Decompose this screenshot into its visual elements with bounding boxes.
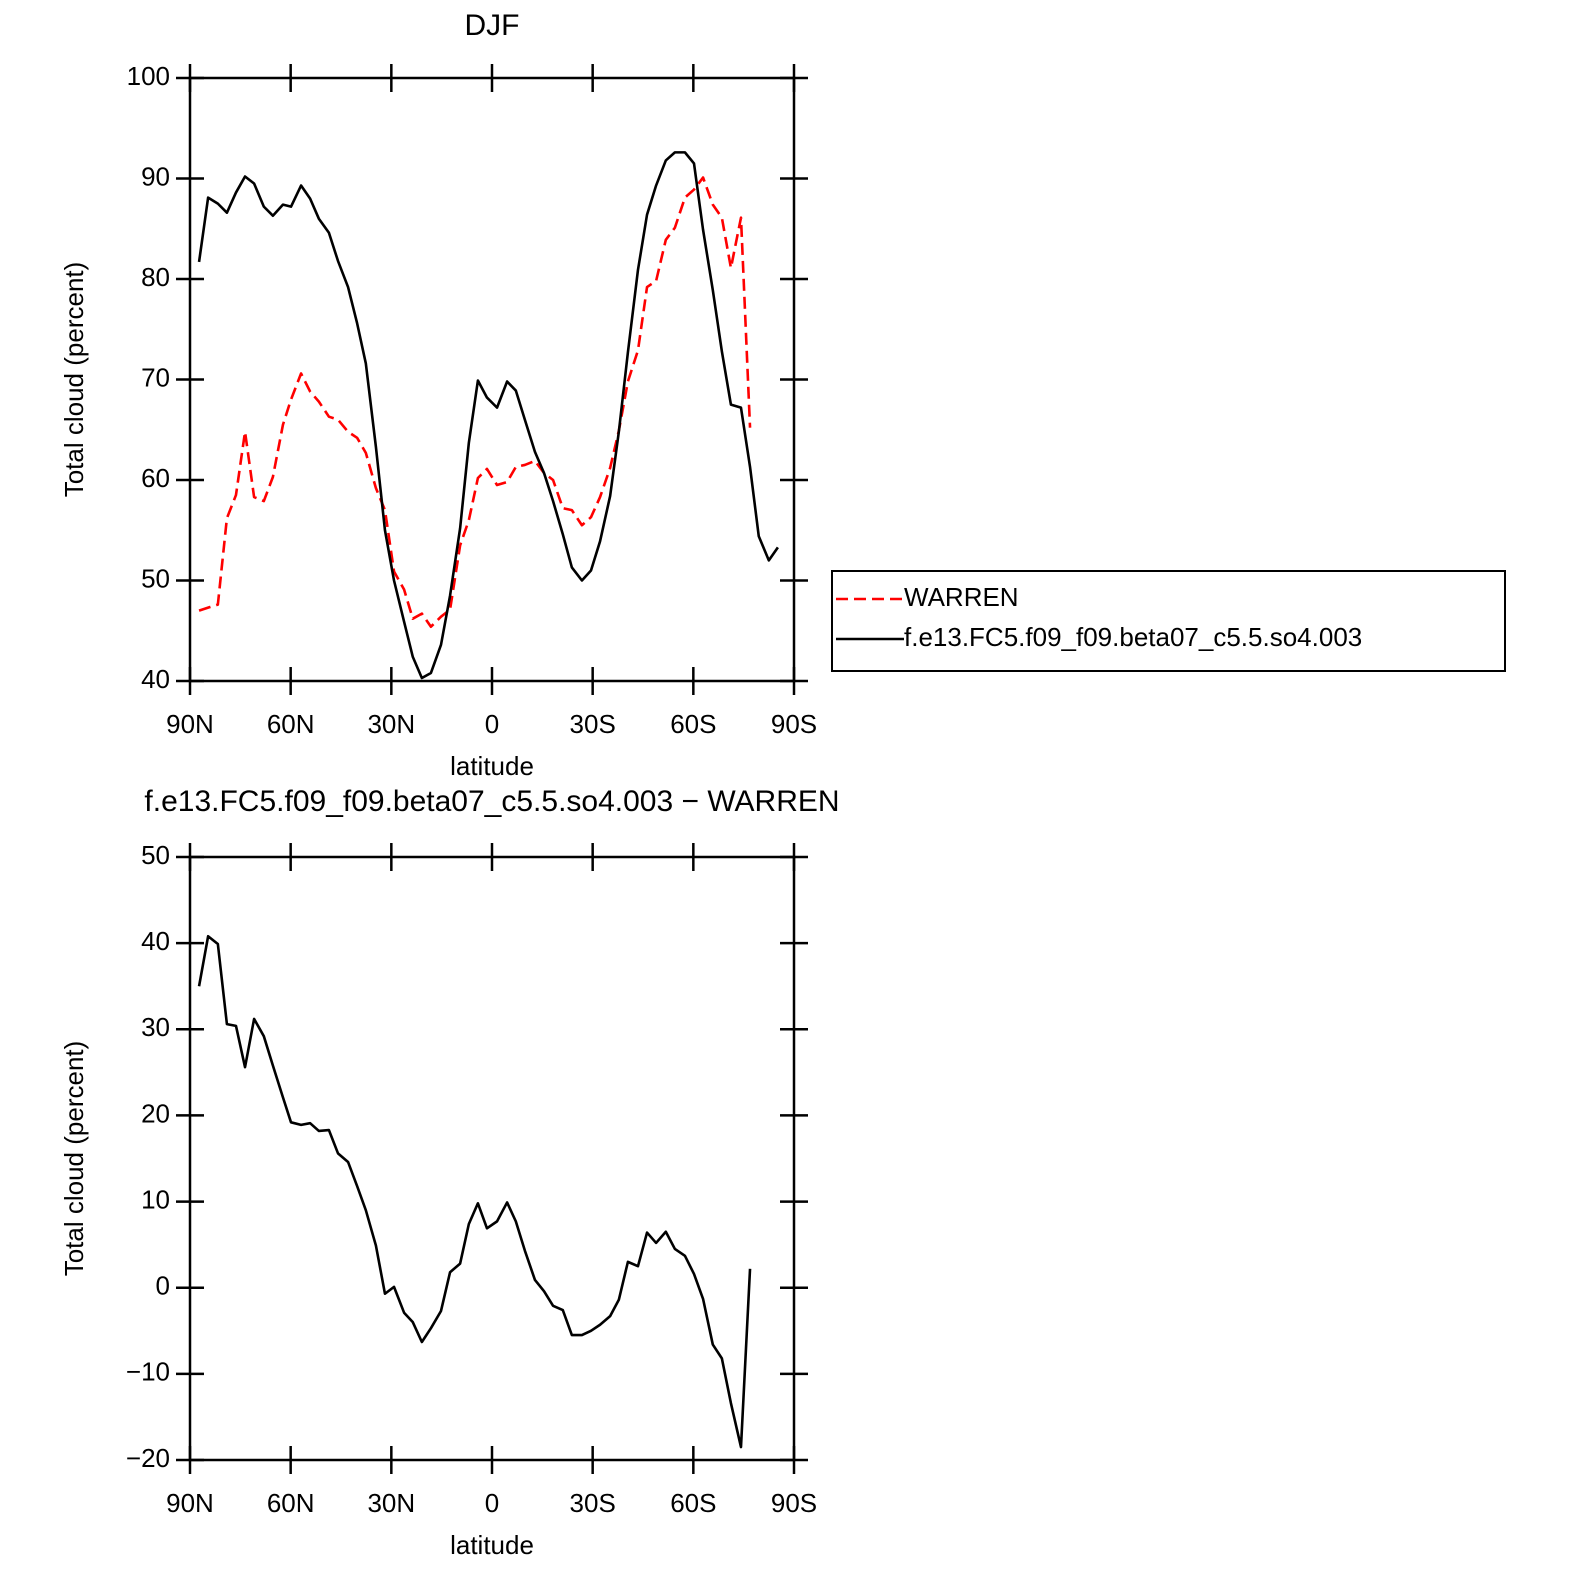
x-tick-label: 30N bbox=[367, 709, 415, 739]
x-tick-label: 90N bbox=[166, 1488, 214, 1518]
x-tick-label: 0 bbox=[485, 1488, 499, 1518]
x-tick-label: 60S bbox=[670, 709, 716, 739]
legend-box bbox=[831, 570, 1506, 672]
x-tick-label: 90N bbox=[166, 709, 214, 739]
y-tick-label: 80 bbox=[141, 262, 170, 292]
x-tick-label: 90S bbox=[771, 709, 817, 739]
plot-frame bbox=[188, 855, 796, 1462]
x-axis-label: latitude bbox=[450, 751, 534, 781]
x-tick-label: 30N bbox=[367, 1488, 415, 1518]
x-tick-label: 60N bbox=[267, 1488, 315, 1518]
y-tick-label: 50 bbox=[141, 840, 170, 870]
y-tick-label: 40 bbox=[141, 664, 170, 694]
y-axis-label: Total cloud (percent) bbox=[59, 262, 89, 498]
x-tick-label: 60S bbox=[670, 1488, 716, 1518]
series-line bbox=[197, 934, 752, 1449]
x-tick-label: 90S bbox=[771, 1488, 817, 1518]
x-tick-label: 60N bbox=[267, 709, 315, 739]
legend-label: WARREN bbox=[904, 582, 1019, 612]
y-tick-label: −10 bbox=[126, 1357, 170, 1387]
series-line bbox=[198, 176, 752, 629]
x-tick-label: 0 bbox=[485, 709, 499, 739]
y-tick-label: 20 bbox=[141, 1098, 170, 1128]
plot-frame bbox=[188, 76, 796, 683]
y-tick-label: −20 bbox=[126, 1443, 170, 1473]
chart-title: DJF bbox=[465, 9, 520, 42]
y-tick-label: 40 bbox=[141, 926, 170, 956]
x-axis-label: latitude bbox=[450, 1530, 534, 1560]
x-tick-label: 30S bbox=[570, 1488, 616, 1518]
y-tick-label: 10 bbox=[141, 1184, 170, 1214]
y-tick-label: 100 bbox=[127, 61, 170, 91]
y-tick-label: 60 bbox=[141, 463, 170, 493]
y-tick-label: 0 bbox=[156, 1271, 170, 1301]
y-tick-label: 70 bbox=[141, 362, 170, 392]
chart-title: f.e13.FC5.f09_f09.beta07_c5.5.so4.003 − … bbox=[144, 785, 839, 818]
y-tick-label: 50 bbox=[141, 563, 170, 593]
y-axis-label: Total cloud (percent) bbox=[59, 1041, 89, 1277]
y-tick-label: 90 bbox=[141, 161, 170, 191]
legend-label: f.e13.FC5.f09_f09.beta07_c5.5.so4.003 bbox=[904, 622, 1362, 652]
y-tick-label: 30 bbox=[141, 1012, 170, 1042]
x-tick-label: 30S bbox=[570, 709, 616, 739]
series-line bbox=[197, 151, 779, 680]
